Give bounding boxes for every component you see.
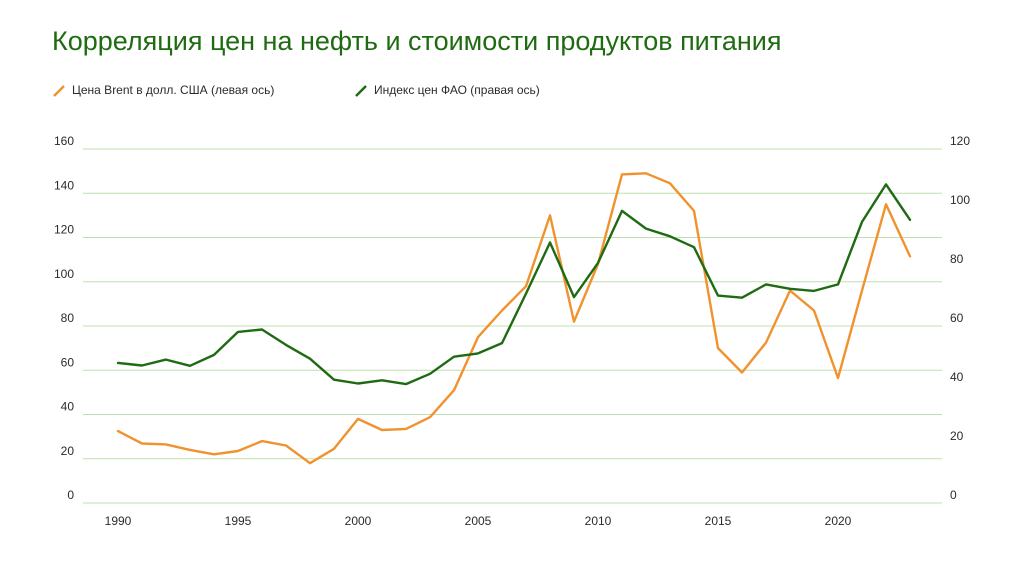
- legend-item-fao: Индекс цен ФАО (правая ось): [354, 83, 540, 97]
- y-left-tick-label: 20: [61, 444, 75, 458]
- legend-item-brent: Цена Brent в долл. США (левая ось): [52, 83, 274, 97]
- y-left-tick-label: 40: [61, 400, 75, 414]
- y-right-tick-label: 100: [950, 193, 970, 207]
- x-tick-label: 2020: [825, 514, 852, 528]
- y-right-tick-label: 120: [950, 134, 970, 148]
- legend-label-brent: Цена Brent в долл. США (левая ось): [72, 83, 275, 97]
- x-tick-label: 2010: [585, 514, 612, 528]
- x-tick-label: 2015: [705, 514, 732, 528]
- y-left-tick-label: 0: [67, 488, 74, 502]
- chart-title: Корреляция цен на нефть и стоимости прод…: [52, 26, 782, 56]
- y-left-tick-label: 60: [61, 355, 75, 369]
- x-tick-label: 1990: [105, 514, 132, 528]
- x-tick-label: 2005: [465, 514, 492, 528]
- y-right-tick-label: 20: [950, 429, 964, 443]
- y-right-tick-label: 60: [950, 311, 964, 325]
- legend-swatch-brent-icon: [53, 85, 65, 97]
- series-line-brent: [116, 172, 912, 465]
- y-right-tick-label: 80: [950, 252, 964, 266]
- y-left-tick-label: 120: [54, 223, 74, 237]
- x-tick-label: 1995: [225, 514, 252, 528]
- y-right-tick-label: 0: [950, 488, 957, 502]
- y-left-tick-label: 80: [61, 311, 75, 325]
- series-line-fao: [116, 183, 912, 386]
- legend-label-fao: Индекс цен ФАО (правая ось): [374, 83, 540, 97]
- x-tick-label: 2000: [345, 514, 372, 528]
- legend-swatch-fao-icon: [355, 85, 367, 97]
- y-right-tick-label: 40: [950, 370, 964, 384]
- y-left-tick-label: 100: [54, 267, 74, 281]
- y-left-tick-label: 140: [54, 178, 74, 192]
- y-left-tick-label: 160: [54, 134, 74, 148]
